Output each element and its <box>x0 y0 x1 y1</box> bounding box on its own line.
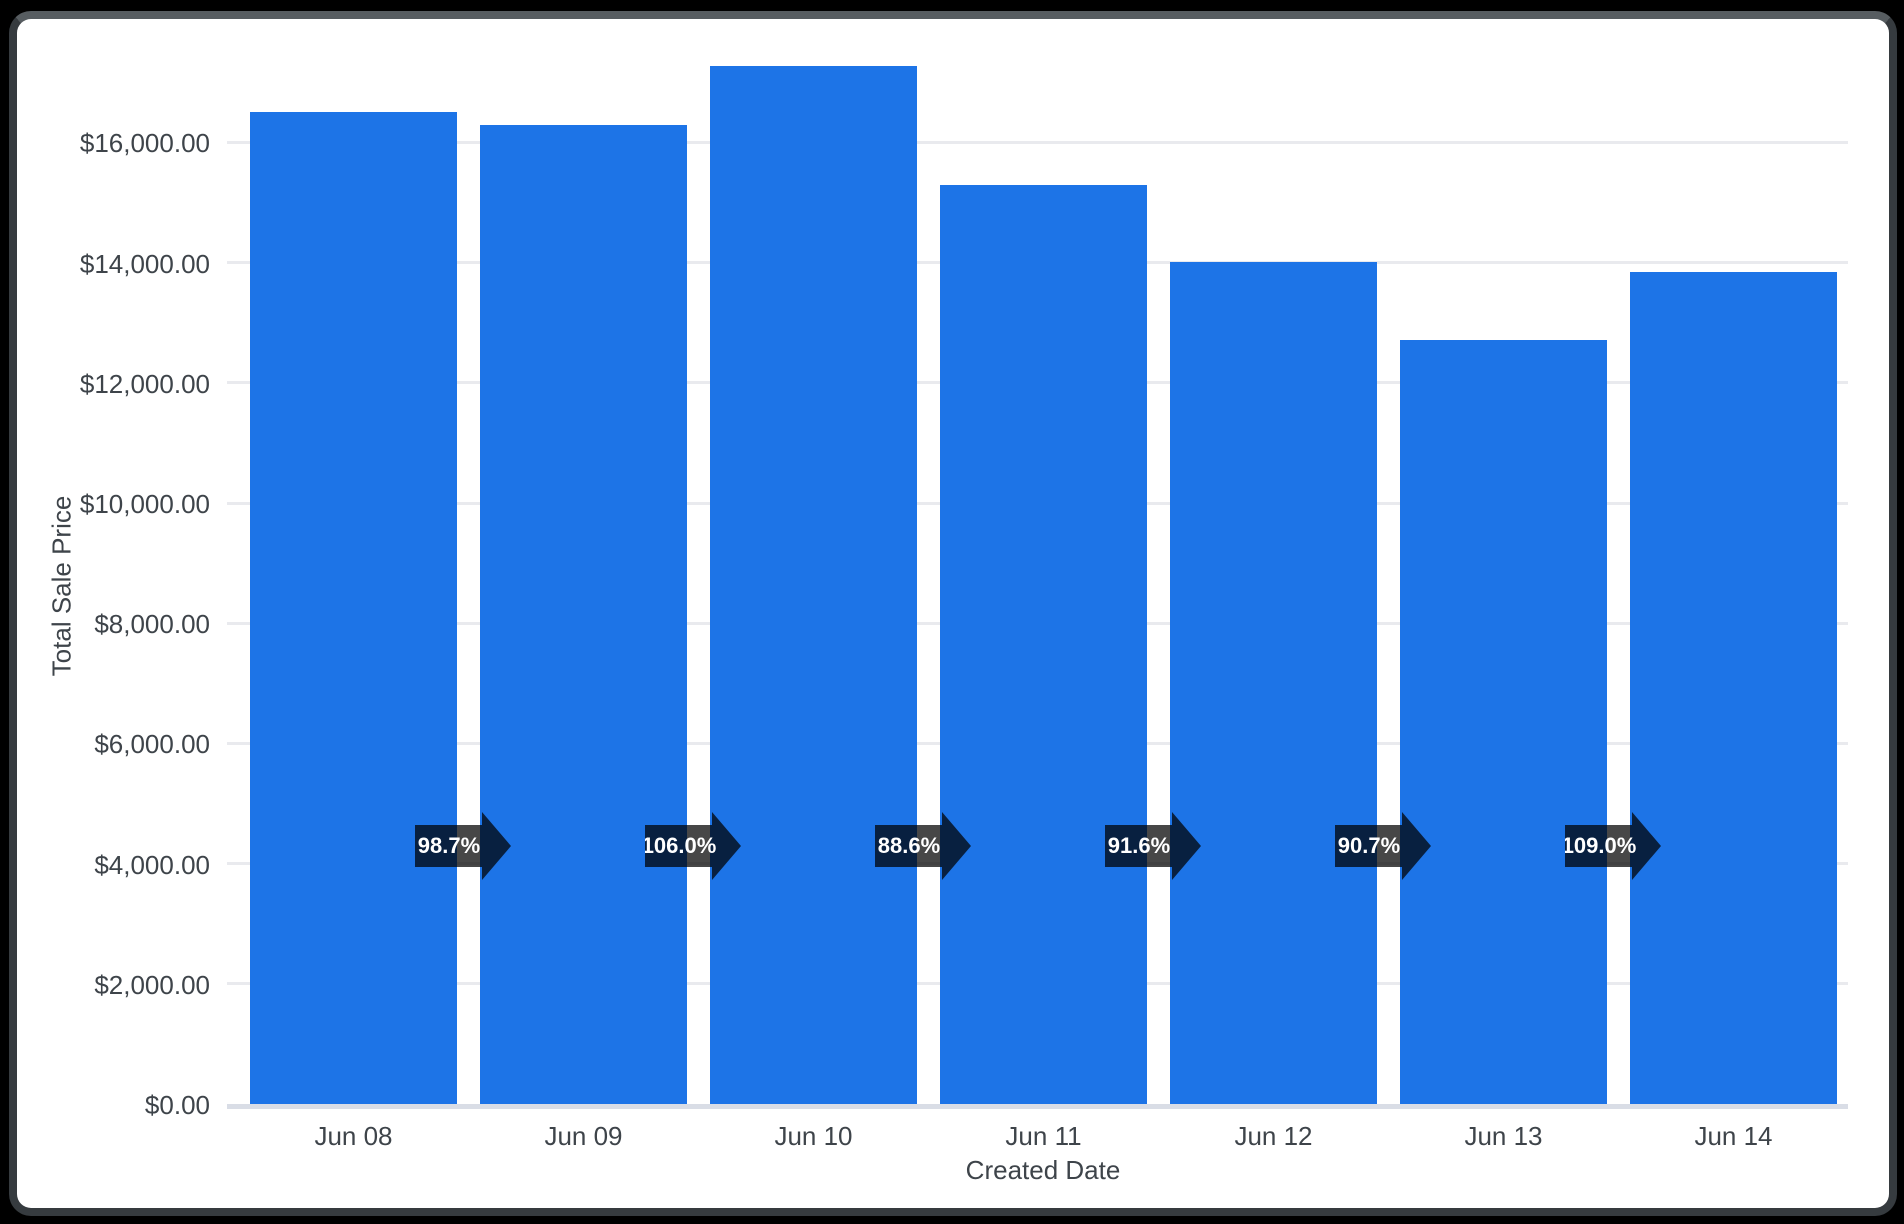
y-gridline <box>227 140 1848 144</box>
bar-jun-10[interactable] <box>710 66 917 1104</box>
x-axis-title: Created Date <box>965 1155 1121 1185</box>
y-tick-label: $12,000.00 <box>79 368 210 399</box>
x-tick-label: Jun 14 <box>1694 1121 1773 1151</box>
x-tick-label: Jun 12 <box>1234 1121 1313 1151</box>
growth-arrow-label: 109.0% <box>1565 833 1636 858</box>
y-tick-label: $4,000.00 <box>94 849 210 880</box>
bar-jun-09[interactable] <box>480 124 687 1104</box>
growth-arrow-label: 98.7% <box>417 833 479 858</box>
right-arrow-icon: 91.6% <box>1104 812 1201 880</box>
bar-jun-13[interactable] <box>1400 340 1607 1104</box>
x-axis-baseline <box>227 1104 1848 1109</box>
x-tick-label: Jun 08 <box>314 1121 393 1151</box>
growth-arrow: 106.0% <box>644 812 741 880</box>
y-tick-label: $10,000.00 <box>79 489 210 519</box>
x-tick-label: Jun 09 <box>544 1121 623 1151</box>
right-arrow-icon: 88.6% <box>874 812 971 880</box>
growth-arrow-label: 88.6% <box>877 833 939 858</box>
right-arrow-icon: 98.7% <box>414 812 511 880</box>
growth-arrow: 109.0% <box>1564 812 1661 880</box>
growth-arrow-label: 91.6% <box>1107 833 1169 858</box>
x-tick-label: Jun 13 <box>1464 1121 1543 1151</box>
y-tick-label: $16,000.00 <box>79 128 210 159</box>
bar-jun-11[interactable] <box>940 184 1147 1104</box>
growth-arrow: 91.6% <box>1104 812 1201 880</box>
y-tick-label: $8,000.00 <box>94 609 210 640</box>
right-arrow-icon: 90.7% <box>1334 812 1431 880</box>
y-tick-label: $6,000.00 <box>94 729 210 760</box>
bar-jun-12[interactable] <box>1170 261 1377 1104</box>
bar-jun-14[interactable] <box>1630 271 1837 1104</box>
right-arrow-icon: 106.0% <box>644 812 741 880</box>
x-tick-label: Jun 11 <box>1005 1121 1082 1151</box>
growth-arrow: 90.7% <box>1334 812 1431 880</box>
x-tick-label: Jun 10 <box>774 1121 853 1151</box>
bar-jun-08[interactable] <box>250 112 457 1104</box>
growth-arrow-label: 90.7% <box>1337 833 1399 858</box>
right-arrow-icon: 109.0% <box>1564 812 1661 880</box>
growth-arrow-label: 106.0% <box>645 833 716 858</box>
y-tick-label: $2,000.00 <box>94 969 210 1000</box>
y-tick-label: $0.00 <box>144 1090 210 1120</box>
y-tick-label: $14,000.00 <box>79 248 210 279</box>
growth-arrow: 98.7% <box>414 812 511 880</box>
growth-arrow: 88.6% <box>874 812 971 880</box>
y-axis-title: Total Sale Price <box>46 495 77 677</box>
